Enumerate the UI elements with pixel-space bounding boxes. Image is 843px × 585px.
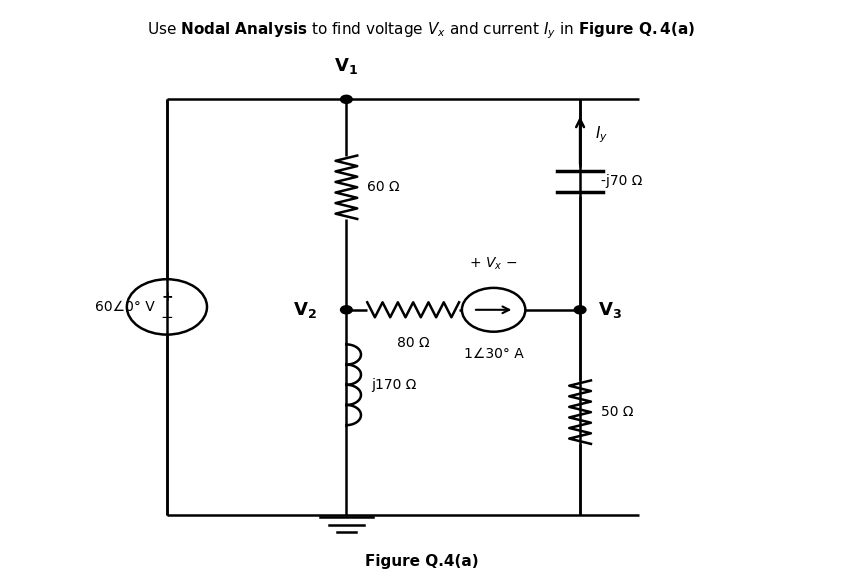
Circle shape [574, 306, 586, 314]
Text: $\mathbf{V_2}$: $\mathbf{V_2}$ [293, 300, 317, 320]
Text: 1∠30° A: 1∠30° A [464, 347, 524, 362]
Text: Use $\mathbf{Nodal\ Analysis}$ to find voltage $V_x$ and current $I_y$ in $\math: Use $\mathbf{Nodal\ Analysis}$ to find v… [148, 20, 695, 41]
Circle shape [341, 95, 352, 104]
Text: 60∠0° V: 60∠0° V [94, 300, 154, 314]
Text: $I_y$: $I_y$ [595, 125, 608, 145]
Circle shape [341, 306, 352, 314]
Text: +: + [161, 290, 173, 304]
Text: 50 Ω: 50 Ω [601, 405, 633, 419]
Text: -j70 Ω: -j70 Ω [601, 174, 642, 188]
Text: 60 Ω: 60 Ω [368, 180, 400, 194]
Text: $\mathbf{V_1}$: $\mathbf{V_1}$ [335, 56, 358, 76]
Text: Figure Q.4(a): Figure Q.4(a) [365, 555, 478, 569]
Text: j170 Ω: j170 Ω [372, 378, 416, 392]
Text: −: − [160, 310, 174, 325]
Text: + $V_x$ −: + $V_x$ − [470, 256, 518, 272]
Text: $\mathbf{V_3}$: $\mathbf{V_3}$ [599, 300, 622, 320]
Text: 80 Ω: 80 Ω [397, 336, 429, 350]
